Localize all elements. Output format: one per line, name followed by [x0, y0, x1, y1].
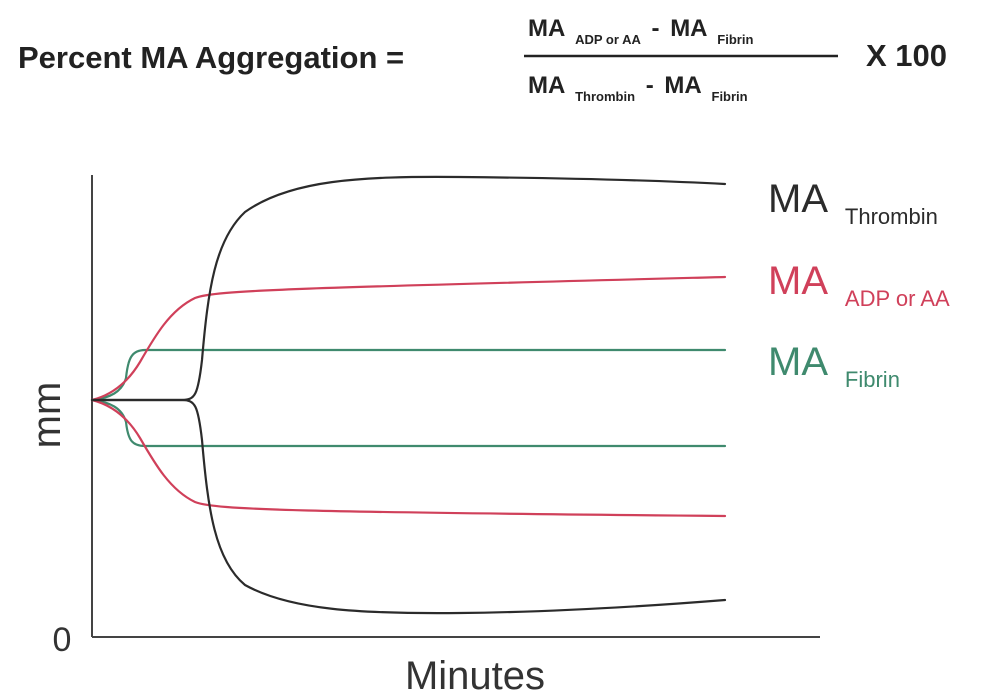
y-axis-label: mm [25, 382, 69, 449]
thrombin-label: MA Thrombin [768, 177, 938, 229]
thrombin-curve-lower [90, 398, 727, 615]
fibrin-curve-lower [90, 398, 727, 448]
adp-aa-label: MA ADP or AA [768, 259, 950, 311]
axes: mm Minutes 0 [25, 175, 820, 697]
curves [90, 175, 727, 615]
thrombin-curve-upper [90, 175, 727, 402]
formula-denominator: MA Thrombin - MA Fibrin [528, 72, 748, 107]
curve-labels: MA Thrombin MA ADP or AA MA Fibrin [768, 177, 950, 392]
origin-label: 0 [53, 621, 72, 659]
fibrin-curve-upper [90, 348, 727, 402]
formula-multiplier: X 100 [866, 38, 947, 73]
formula-lhs: Percent MA Aggregation = [18, 40, 404, 75]
adp-aa-curve-lower [90, 398, 727, 518]
adp-aa-curve-upper [90, 275, 727, 402]
x-axis-label: Minutes [405, 654, 545, 692]
formula: Percent MA Aggregation = MA ADP or AA - … [18, 15, 947, 107]
formula-numerator: MA ADP or AA - MA Fibrin [528, 15, 753, 50]
fibrin-label: MA Fibrin [768, 340, 900, 392]
